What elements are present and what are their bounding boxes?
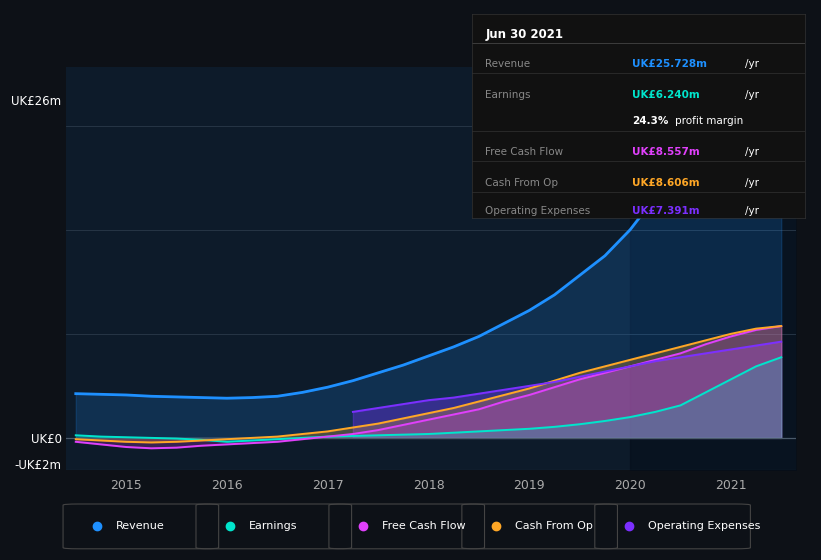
Text: Operating Expenses: Operating Expenses [648,521,760,531]
Text: Earnings: Earnings [485,90,531,100]
Text: UK£25.728m: UK£25.728m [631,59,707,69]
Text: Jun 30 2021: Jun 30 2021 [485,29,563,41]
Text: Free Cash Flow: Free Cash Flow [382,521,466,531]
Text: Cash From Op: Cash From Op [515,521,593,531]
Text: /yr: /yr [745,206,759,216]
Text: Revenue: Revenue [116,521,165,531]
Text: UK£6.240m: UK£6.240m [631,90,699,100]
Text: 24.3%: 24.3% [631,116,668,126]
Text: /yr: /yr [745,147,759,157]
Text: Cash From Op: Cash From Op [485,178,558,188]
Text: /yr: /yr [745,178,759,188]
Text: Earnings: Earnings [249,521,297,531]
Text: profit margin: profit margin [675,116,743,126]
Text: /yr: /yr [745,59,759,69]
Text: UK£8.557m: UK£8.557m [631,147,699,157]
Text: /yr: /yr [745,90,759,100]
Text: Revenue: Revenue [485,59,530,69]
Text: UK£8.606m: UK£8.606m [631,178,699,188]
Text: Free Cash Flow: Free Cash Flow [485,147,563,157]
Text: UK£7.391m: UK£7.391m [631,206,699,216]
Text: Operating Expenses: Operating Expenses [485,206,590,216]
